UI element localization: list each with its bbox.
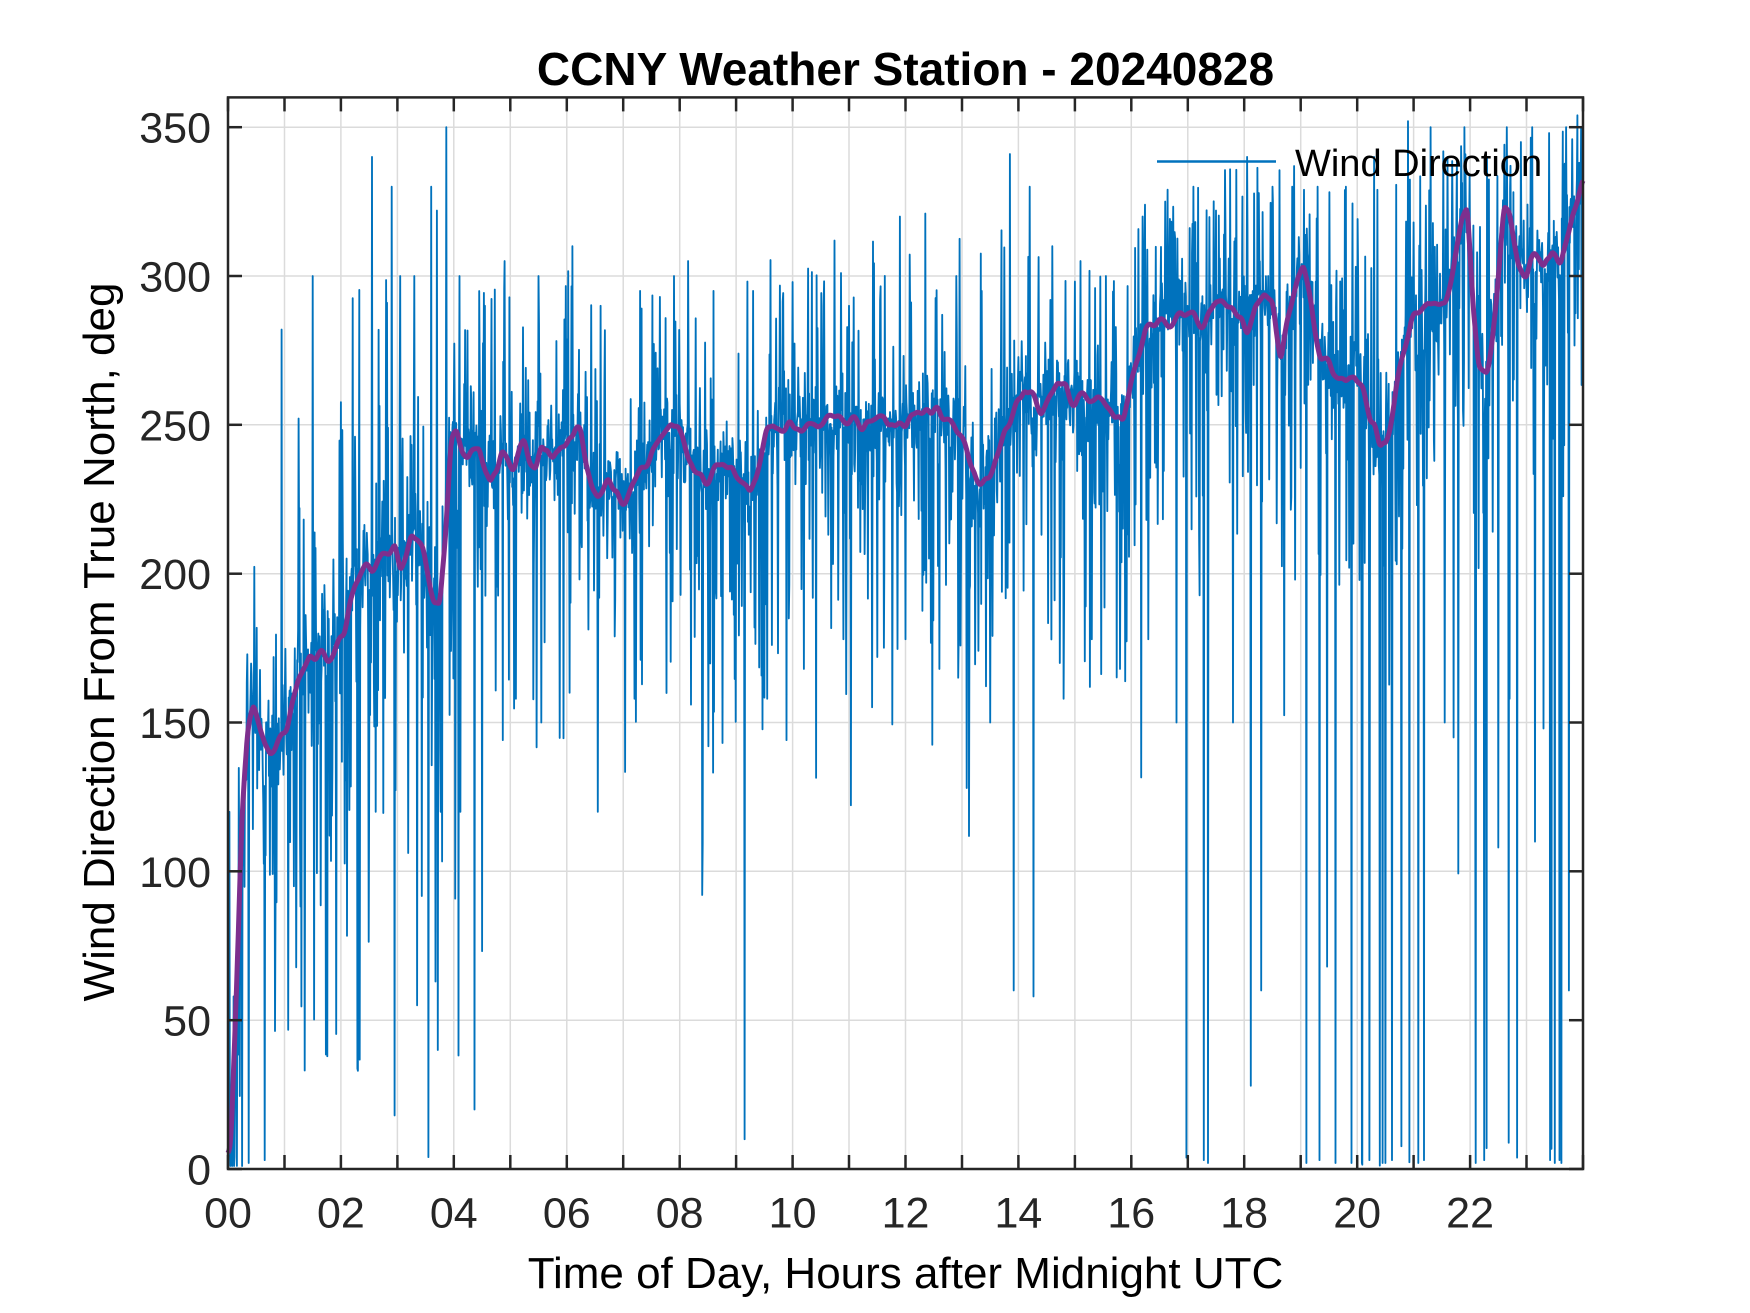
svg-text:04: 04: [430, 1190, 478, 1238]
svg-text:100: 100: [139, 849, 211, 897]
svg-text:50: 50: [163, 998, 211, 1046]
svg-text:350: 350: [139, 105, 211, 153]
svg-text:02: 02: [317, 1190, 365, 1238]
svg-text:150: 150: [139, 700, 211, 748]
svg-text:06: 06: [543, 1190, 591, 1238]
svg-text:0: 0: [187, 1147, 211, 1195]
svg-text:22: 22: [1446, 1190, 1494, 1238]
svg-text:Time of Day, Hours after Midni: Time of Day, Hours after Midnight UTC: [528, 1249, 1284, 1298]
svg-text:300: 300: [139, 254, 211, 302]
svg-text:250: 250: [139, 402, 211, 450]
svg-text:14: 14: [994, 1190, 1042, 1238]
svg-text:20: 20: [1333, 1190, 1381, 1238]
svg-text:10: 10: [769, 1190, 817, 1238]
svg-text:Wind Direction From True North: Wind Direction From True North, deg: [75, 283, 124, 1002]
svg-text:Wind Direction: Wind Direction: [1295, 143, 1542, 185]
svg-text:CCNY Weather Station - 2024082: CCNY Weather Station - 20240828: [537, 43, 1274, 95]
svg-text:200: 200: [139, 551, 211, 599]
svg-text:12: 12: [882, 1190, 930, 1238]
svg-text:08: 08: [656, 1190, 704, 1238]
svg-text:18: 18: [1220, 1190, 1268, 1238]
svg-text:00: 00: [204, 1190, 252, 1238]
svg-text:16: 16: [1107, 1190, 1155, 1238]
